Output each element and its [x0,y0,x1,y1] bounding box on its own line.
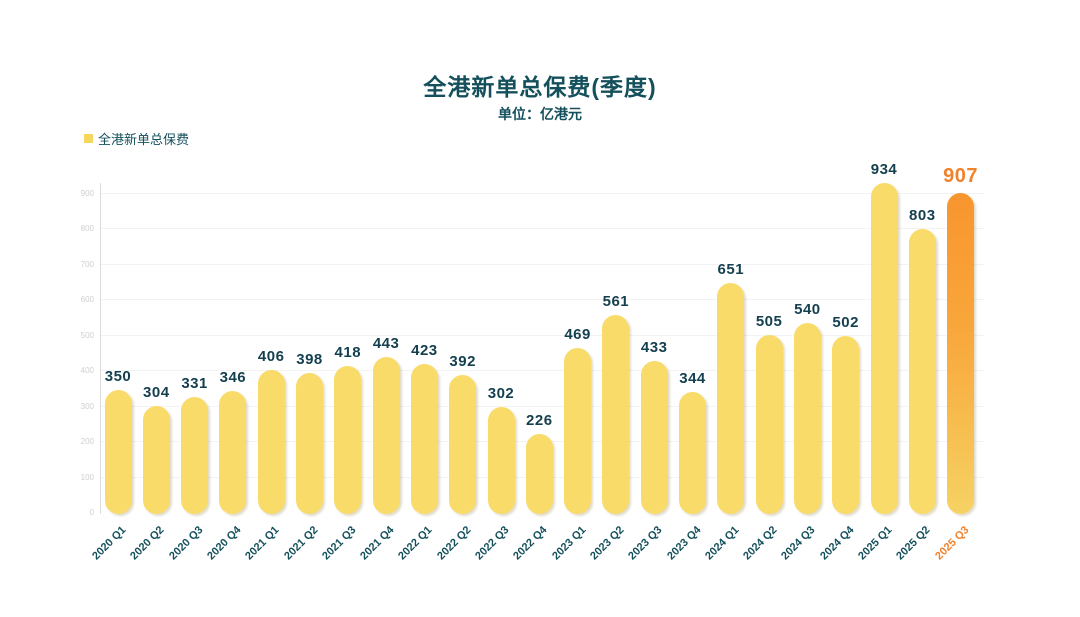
legend-label: 全港新单总保费 [98,132,190,147]
bar-2023-Q3 [640,360,668,514]
value-label-2024-Q2: 505 [755,313,783,330]
xtick-label-2025-Q3: 2025 Q3 [932,524,972,563]
xtick-label-2022-Q1: 2022 Q1 [396,524,435,563]
bar-2023-Q4 [679,392,706,514]
bar-2020-Q3 [181,396,209,514]
ytick-label-500: 500 [80,330,94,340]
bar-2022-Q3 [487,406,515,514]
xtick-label-2021-Q2: 2021 Q2 [281,524,320,563]
bar-2021-Q4 [372,356,400,514]
ytick-label-600: 600 [80,295,94,305]
ytick-label-800: 800 [80,224,94,234]
bar-2024-Q2 [755,335,783,514]
xtick-label-2023-Q3: 2023 Q3 [626,524,665,563]
bar-2020-Q4 [219,391,247,514]
bar-2022-Q2 [449,375,477,514]
value-label-2023-Q1: 469 [564,325,591,343]
bar-2021-Q1 [257,370,285,514]
bar-2023-Q2 [602,315,630,514]
value-label-2024-Q1: 651 [717,261,745,279]
value-label-2022-Q1: 423 [411,342,438,360]
value-label-2023-Q4: 344 [679,370,706,388]
value-label-2024-Q3: 540 [794,300,821,318]
xtick-label-2020-Q2: 2020 Q2 [128,524,167,563]
chart-legend: 全港新单总保费 [84,129,189,148]
xtick-label-2023-Q1: 2023 Q1 [549,524,589,563]
bar-2025-Q2 [908,229,936,514]
gridline-y-600 [100,299,985,301]
value-label-2023-Q2: 561 [602,293,630,311]
value-label-2022-Q3: 302 [487,384,515,402]
xtick-label-2021-Q3: 2021 Q3 [319,524,359,563]
value-label-2025-Q2: 803 [909,207,936,225]
value-label-2021-Q3: 418 [334,343,362,361]
bar-2024-Q4 [832,336,860,514]
xtick-label-2023-Q4: 2023 Q4 [664,524,703,563]
gridline-y-400 [100,370,985,372]
ytick-label-900: 900 [80,189,94,198]
xtick-label-2022-Q2: 2022 Q2 [434,524,474,563]
xtick-label-2020-Q3: 2020 Q3 [166,524,206,563]
value-label-2020-Q4: 346 [219,369,247,387]
gridline-y-900 [100,193,985,194]
value-label-2021-Q2: 398 [296,350,323,368]
ytick-label-200: 200 [80,437,94,447]
xtick-label-2022-Q3: 2022 Q3 [473,524,512,563]
gridline-y-700 [100,263,985,265]
bar-2022-Q1 [410,364,438,514]
xtick-label-2022-Q4: 2022 Q4 [511,524,550,563]
xtick-label-2020-Q1: 2020 Q1 [90,524,129,563]
gridline-y-500 [100,334,985,336]
bar-2025-Q1 [870,182,898,514]
bar-2021-Q2 [296,372,323,514]
xtick-label-2025-Q2: 2025 Q2 [894,524,933,563]
xtick-label-2024-Q3: 2024 Q3 [779,524,818,563]
bar-2023-Q1 [564,347,592,514]
gridline-y-800 [100,228,985,230]
xtick-label-2025-Q1: 2025 Q1 [856,524,895,563]
chart-unit-subtitle: 单位：亿港元 [498,106,582,122]
value-label-2022-Q4: 226 [526,411,553,429]
value-label-2021-Q4: 443 [372,334,400,352]
ytick-label-400: 400 [80,366,94,376]
value-label-2025-Q3: 907 [943,164,979,187]
xtick-label-2023-Q2: 2023 Q2 [588,524,627,563]
bar-2022-Q4 [525,433,553,514]
bar-2021-Q3 [334,365,362,514]
bar-2020-Q2 [142,406,170,514]
ytick-label-700: 700 [80,259,94,269]
xtick-label-2024-Q2: 2024 Q2 [741,524,780,563]
xtick-label-2024-Q1: 2024 Q1 [702,524,742,563]
bar-2020-Q1 [104,389,132,514]
value-label-2022-Q2: 392 [449,353,476,371]
bar-2024-Q1 [717,283,745,514]
bar-2025-Q3 [947,192,975,514]
y-axis-line [100,183,101,514]
bar-2024-Q3 [793,322,821,514]
value-label-2020-Q2: 304 [143,384,170,402]
value-label-2025-Q1: 934 [870,160,898,178]
legend-swatch-icon [84,134,93,143]
xtick-label-2021-Q1: 2021 Q1 [243,524,282,563]
value-label-2023-Q3: 433 [640,338,668,356]
xtick-label-2020-Q4: 2020 Q4 [205,524,244,563]
value-label-2020-Q1: 350 [104,367,132,385]
value-label-2021-Q1: 406 [257,348,285,366]
ytick-label-300: 300 [80,401,94,411]
xtick-label-2021-Q4: 2021 Q4 [358,524,397,563]
ytick-label-100: 100 [80,472,94,482]
value-label-2020-Q3: 331 [181,374,208,392]
gridline-y-300 [100,405,985,407]
xtick-label-2024-Q4: 2024 Q4 [817,524,857,563]
value-label-2024-Q4: 502 [832,314,859,332]
chart-title: 全港新单总保费(季度) [423,74,657,100]
ytick-label-0: 0 [89,508,94,517]
